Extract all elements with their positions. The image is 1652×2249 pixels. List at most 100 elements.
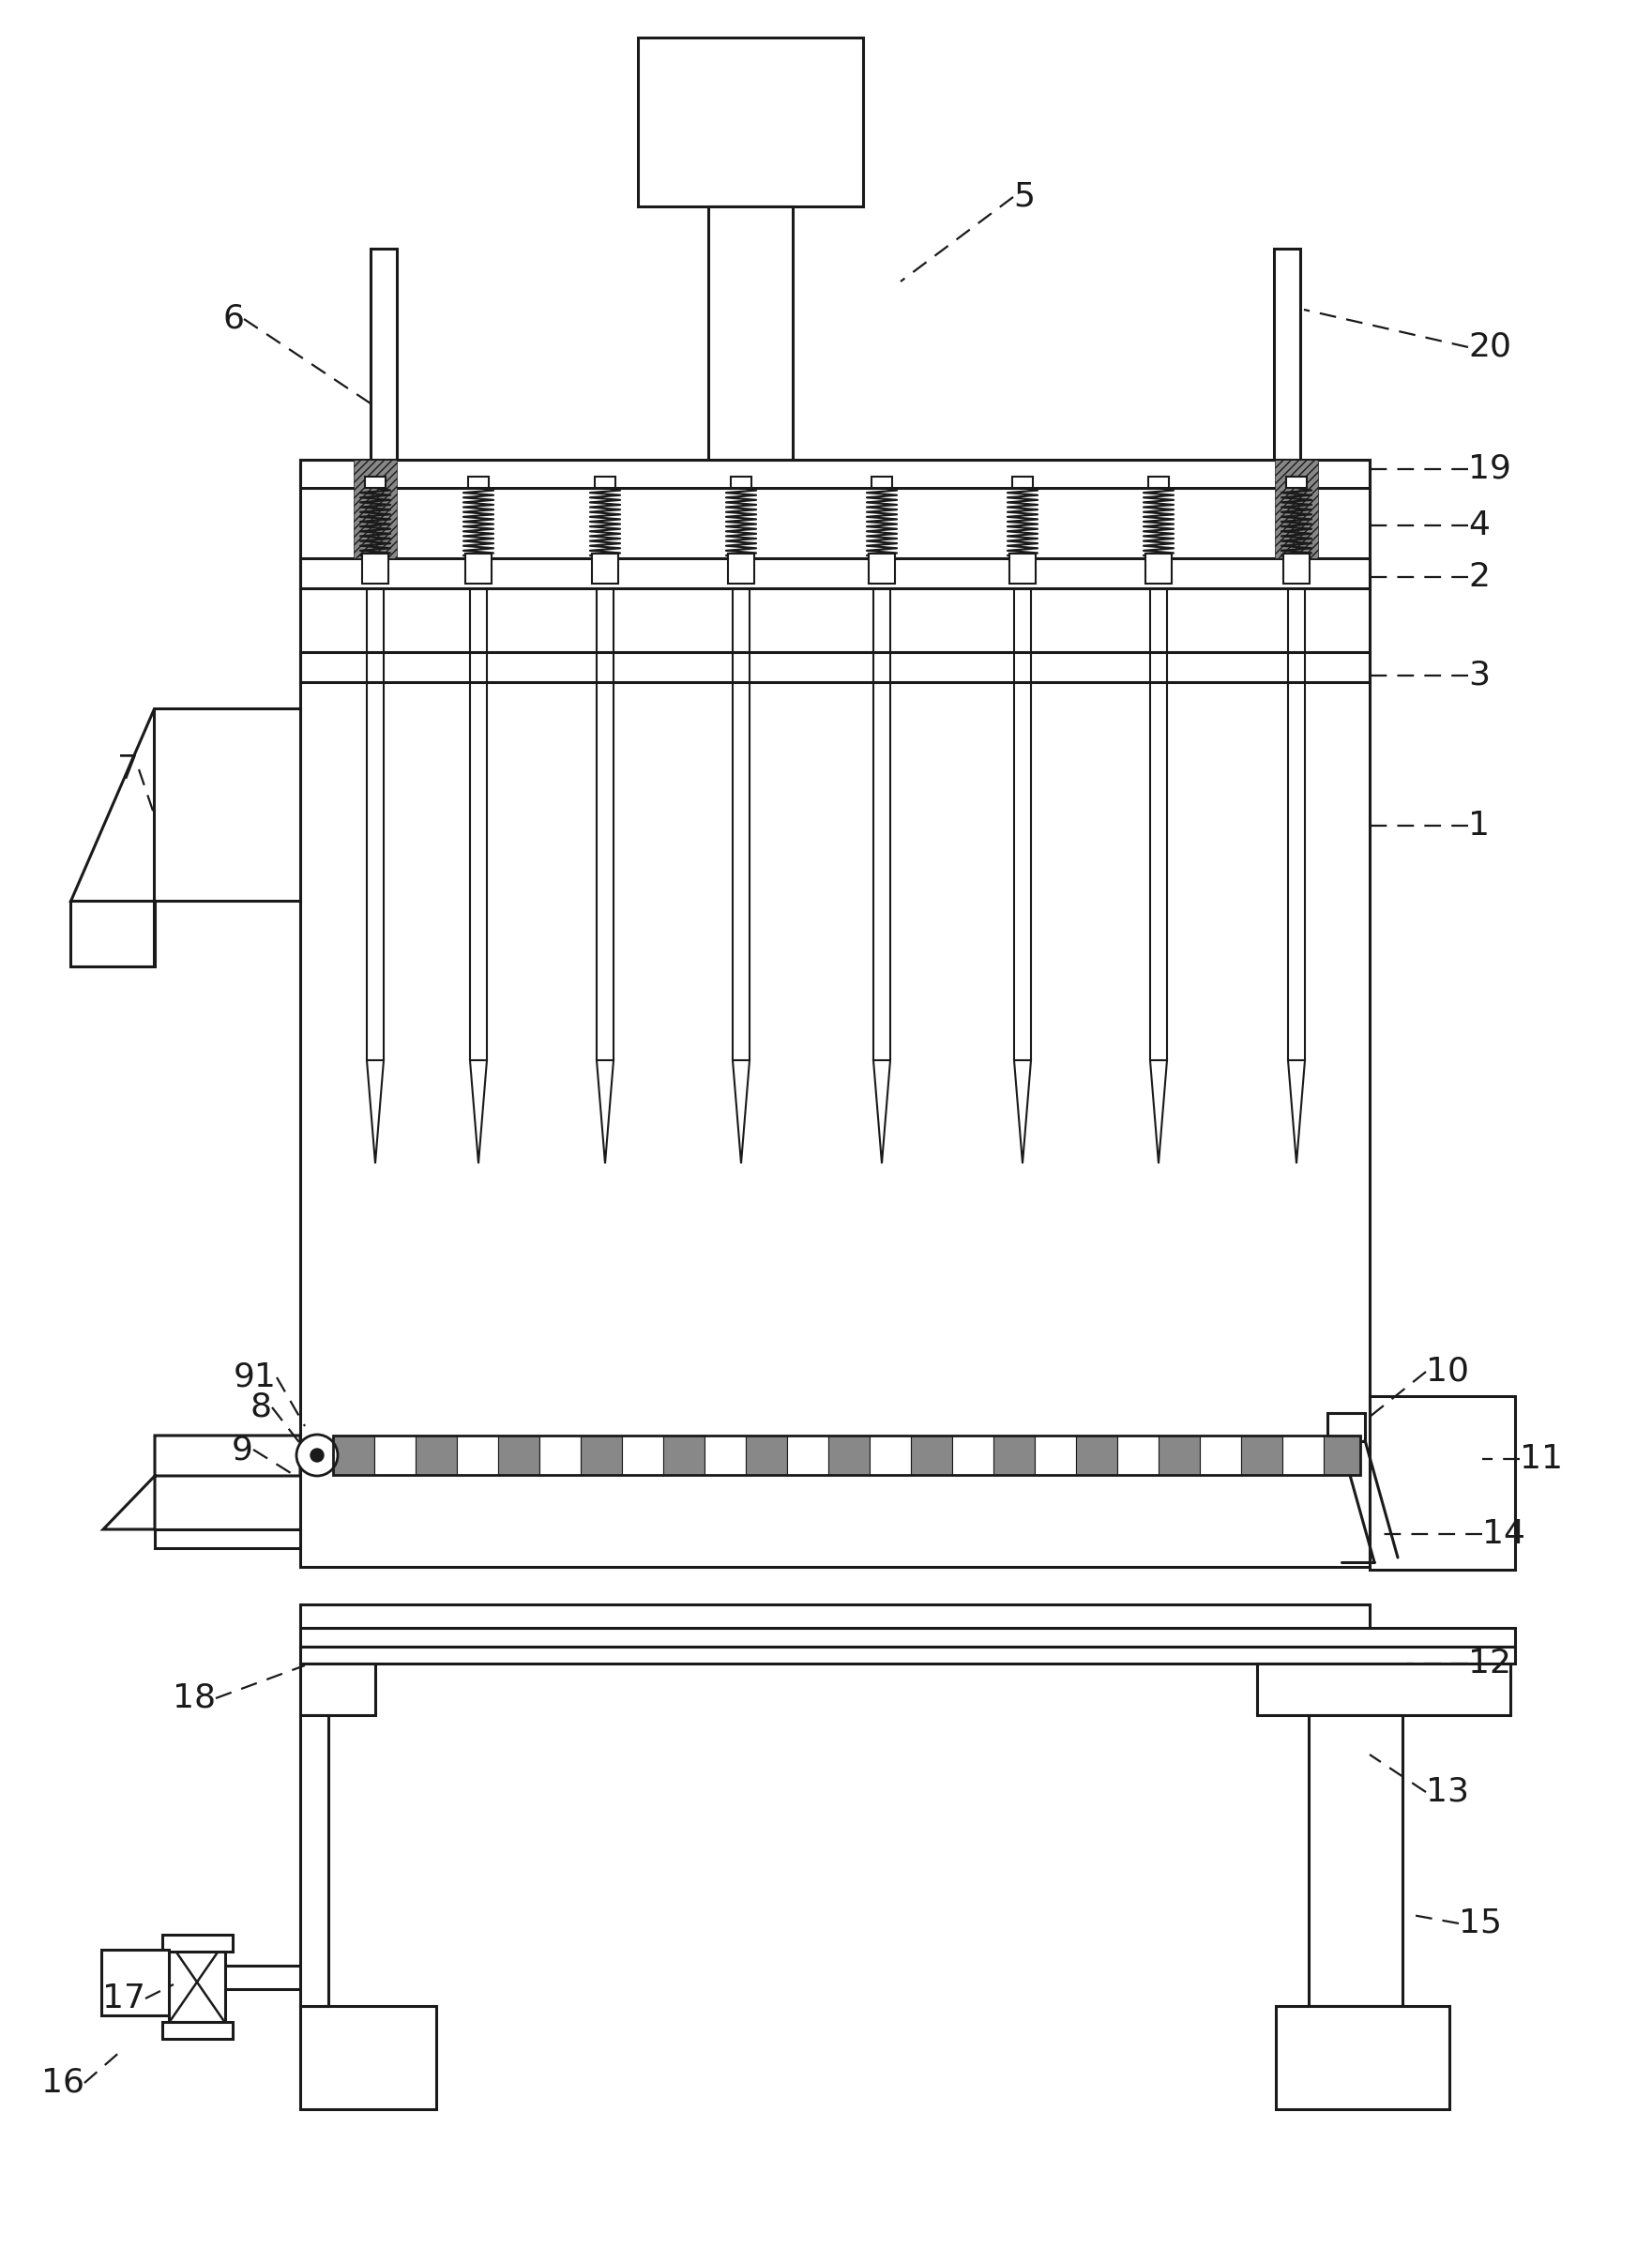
Bar [1328, 1412, 1365, 1442]
Bar [704, 1435, 745, 1475]
Text: 5: 5 [1013, 182, 1034, 214]
Circle shape [311, 1448, 324, 1462]
Polygon shape [1014, 1059, 1031, 1163]
Bar [301, 1628, 1515, 1646]
Bar [1009, 553, 1036, 582]
Polygon shape [596, 1059, 613, 1163]
Bar [1241, 1435, 1282, 1475]
Text: 12: 12 [1469, 1649, 1512, 1680]
Bar [709, 207, 793, 459]
Bar [334, 1435, 1360, 1475]
Bar [162, 2022, 233, 2040]
Bar [1199, 1435, 1241, 1475]
Bar [375, 1435, 416, 1475]
Text: 8: 8 [251, 1392, 273, 1424]
Bar [869, 553, 895, 582]
Polygon shape [1150, 1059, 1166, 1163]
Polygon shape [469, 1059, 487, 1163]
Bar [301, 1646, 1515, 1664]
Text: 16: 16 [41, 2067, 84, 2098]
Bar [910, 1435, 952, 1475]
Bar [365, 477, 385, 488]
Bar [1034, 1435, 1075, 1475]
Text: 9: 9 [231, 1433, 253, 1466]
Text: 91: 91 [233, 1361, 278, 1394]
Polygon shape [732, 1059, 750, 1163]
Bar [1274, 250, 1300, 459]
Bar [301, 1716, 329, 2006]
Text: 4: 4 [1469, 511, 1490, 542]
Polygon shape [1289, 1059, 1305, 1163]
Text: 14: 14 [1482, 1518, 1525, 1550]
Bar [468, 477, 489, 488]
Bar [1117, 1435, 1158, 1475]
Bar [301, 459, 1370, 488]
Bar [638, 38, 862, 207]
Bar [1275, 2006, 1449, 2110]
Bar [745, 1435, 786, 1475]
Text: 7: 7 [117, 753, 139, 785]
Bar [1145, 553, 1171, 582]
Bar [621, 1435, 662, 1475]
Bar [466, 553, 492, 582]
Bar [71, 902, 155, 967]
Bar [301, 558, 1370, 589]
Bar [1158, 1435, 1199, 1475]
Text: 17: 17 [102, 1984, 145, 2015]
Text: 10: 10 [1426, 1356, 1469, 1388]
Bar [362, 553, 388, 582]
Bar [334, 1435, 375, 1475]
Bar [714, 207, 788, 272]
Bar [301, 652, 1370, 681]
Bar [952, 1435, 993, 1475]
Text: 3: 3 [1469, 659, 1490, 690]
Bar [1282, 1435, 1323, 1475]
Bar [1370, 1397, 1515, 1570]
Bar [828, 1435, 869, 1475]
Bar [1287, 477, 1307, 488]
Bar [595, 477, 616, 488]
Bar [354, 459, 396, 558]
Bar [1013, 477, 1032, 488]
Bar [370, 250, 396, 459]
Bar [301, 459, 1370, 1568]
Bar [1148, 477, 1170, 488]
Polygon shape [71, 708, 301, 902]
Text: 18: 18 [172, 1682, 216, 1714]
Bar [872, 477, 892, 488]
Bar [729, 553, 755, 582]
Bar [662, 1435, 704, 1475]
Bar [1308, 1716, 1403, 2006]
Text: 20: 20 [1469, 331, 1512, 362]
Bar [730, 477, 752, 488]
Bar [591, 553, 618, 582]
Polygon shape [367, 1059, 383, 1163]
Text: 15: 15 [1459, 1907, 1502, 1939]
Bar [162, 1934, 233, 1952]
Text: 1: 1 [1469, 810, 1490, 841]
Polygon shape [102, 1435, 301, 1529]
Bar [869, 1435, 910, 1475]
Bar [1323, 1435, 1360, 1475]
Polygon shape [874, 1059, 890, 1163]
Bar [582, 1435, 621, 1475]
Text: 6: 6 [223, 304, 244, 335]
Bar [1075, 1435, 1117, 1475]
Circle shape [296, 1435, 337, 1475]
Bar [301, 2006, 436, 2110]
Bar [301, 1664, 375, 1716]
Bar [1275, 459, 1318, 558]
Text: 13: 13 [1426, 1777, 1469, 1808]
Bar [101, 1950, 169, 2015]
Bar [169, 1943, 225, 2022]
Bar [786, 1435, 828, 1475]
Bar [458, 1435, 499, 1475]
Text: 2: 2 [1469, 560, 1490, 594]
Bar [499, 1435, 540, 1475]
Bar [540, 1435, 582, 1475]
Bar [1257, 1664, 1510, 1716]
Bar [155, 1529, 301, 1547]
Bar [1284, 553, 1310, 582]
Bar [993, 1435, 1034, 1475]
Bar [301, 1604, 1370, 1628]
